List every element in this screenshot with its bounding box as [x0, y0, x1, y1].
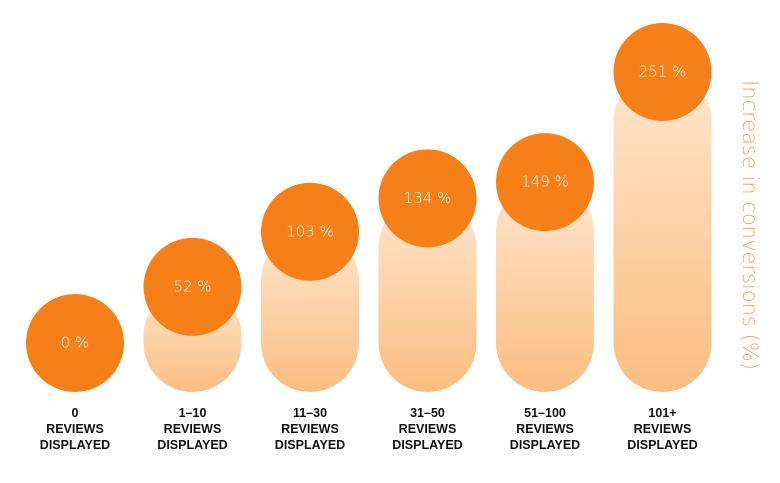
x-tick-label: 11–30 REVIEWS DISPLAYED	[274, 406, 346, 452]
bar	[496, 182, 594, 392]
x-tick-label: 101+ REVIEWS DISPLAYED	[627, 406, 698, 452]
bar-cap	[496, 133, 594, 232]
value-label: 251 %	[639, 63, 687, 81]
x-tick-label: 31–50 REVIEWS DISPLAYED	[392, 406, 463, 452]
y-axis-label: Increase in conversions (%)	[738, 80, 762, 370]
value-label: 0 %	[61, 334, 90, 352]
value-label: 103 %	[286, 222, 334, 240]
value-label: 52 %	[173, 277, 211, 295]
bar-cap	[26, 294, 124, 392]
x-tick-label: 51–100 REVIEWS DISPLAYED	[509, 406, 581, 452]
x-tick-label: 0 REVIEWS DISPLAYED	[39, 406, 111, 452]
value-label: 134 %	[404, 189, 452, 207]
x-tick-label: 1–10 REVIEWS DISPLAYED	[157, 406, 228, 452]
bar-cap	[378, 149, 477, 248]
bar-cap	[613, 23, 712, 121]
value-label: 149 %	[521, 173, 569, 191]
bar-cap	[143, 237, 242, 336]
bar	[378, 198, 477, 392]
bar	[613, 72, 712, 392]
bar-cap	[261, 182, 359, 281]
